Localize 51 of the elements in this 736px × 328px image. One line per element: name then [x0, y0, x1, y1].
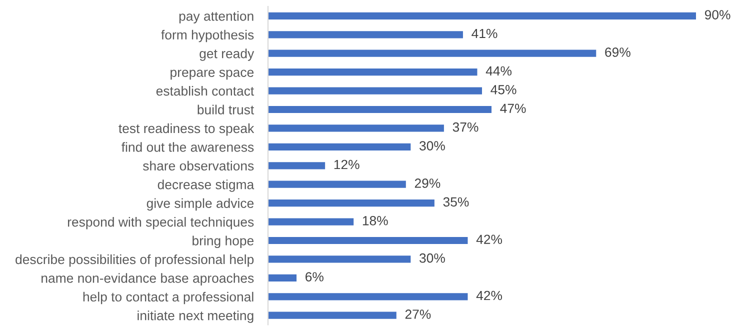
data-label: 45%: [490, 85, 516, 94]
data-label: 12%: [334, 160, 360, 170]
y-tick-label: get ready: [200, 48, 254, 61]
data-label: 69%: [605, 48, 630, 57]
bar: [268, 50, 596, 57]
bar: [268, 200, 434, 207]
y-tick-label: bring hope: [192, 236, 254, 248]
bar: [268, 293, 468, 300]
y-tick-label: name non-evidance base aproaches: [42, 273, 254, 286]
bar: [268, 12, 696, 20]
bar: [268, 106, 492, 114]
data-label: 35%: [443, 197, 469, 207]
y-tick-label: build trust: [198, 104, 254, 114]
y-tick-label: respond with special techniques: [68, 217, 254, 230]
y-tick-label: find out the awareness: [122, 142, 254, 152]
bar: [268, 236, 468, 244]
data-label: 44%: [486, 66, 512, 76]
data-label: 29%: [414, 178, 440, 188]
data-label: 6%: [306, 272, 324, 282]
data-label: 30%: [420, 141, 445, 150]
bar: [268, 68, 478, 76]
bar: [268, 180, 406, 188]
y-tick-label: help to contact a professional: [83, 292, 254, 304]
data-label: 42%: [476, 234, 502, 244]
y-tick-label: describe possibilities of professional help: [16, 254, 254, 267]
data-label: 41%: [472, 28, 498, 38]
y-tick-label: form hypothesis: [161, 30, 254, 42]
data-label: 42%: [476, 290, 502, 300]
y-tick-label: share observations: [143, 160, 254, 171]
data-label: 27%: [405, 310, 431, 319]
y-tick-label: test readiness to speak: [118, 123, 254, 136]
data-label: 90%: [704, 10, 730, 20]
bar: [268, 87, 482, 94]
bar: [268, 162, 326, 170]
bar: [268, 143, 411, 150]
y-tick-label: give simple advice: [146, 198, 254, 211]
data-label: 18%: [362, 216, 388, 226]
y-tick-label: prepare space: [170, 70, 254, 80]
y-tick-label: initiate next meeting: [138, 310, 254, 323]
bar: [268, 218, 354, 226]
data-label: 30%: [420, 253, 445, 263]
bar: [268, 31, 463, 38]
y-tick-label: establish contact: [156, 86, 254, 96]
bar: [268, 256, 411, 263]
y-tick-label: pay attention: [179, 11, 254, 24]
data-label: 37%: [452, 122, 478, 132]
bar: [268, 274, 297, 282]
bar: [268, 312, 396, 319]
bar: [268, 124, 444, 132]
y-tick-label: decrease stigma: [158, 180, 254, 192]
data-label: 47%: [500, 104, 526, 113]
